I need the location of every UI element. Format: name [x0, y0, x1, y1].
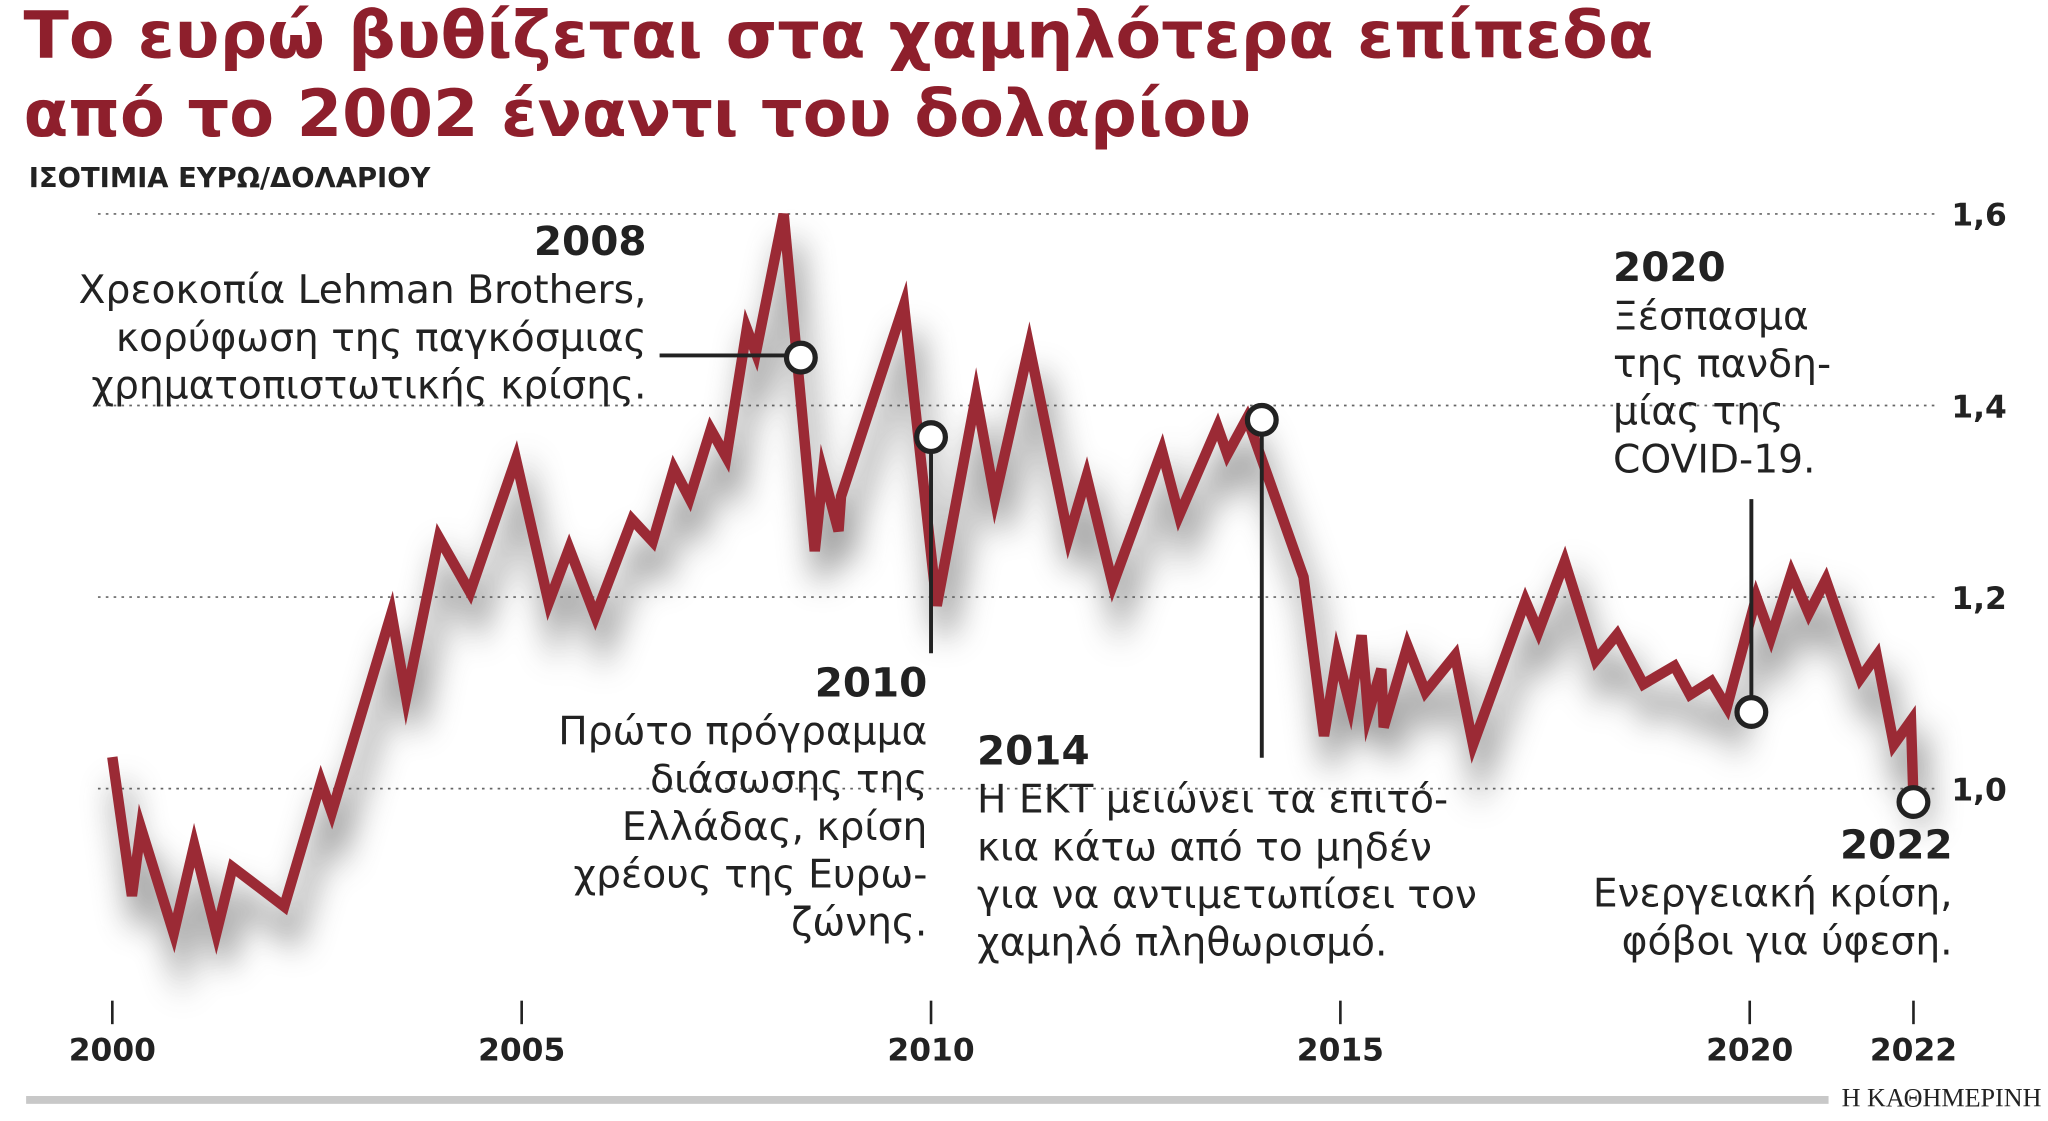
line	[107, 212, 1919, 955]
x-tick-label: 2015	[1297, 1033, 1384, 1069]
annotation-text: φόβοι για ύφεση.	[1622, 919, 1953, 964]
annotation-year: 2010	[815, 658, 928, 706]
x-tick-label: 2020	[1706, 1033, 1793, 1069]
annotation-text: Ενεργειακή κρίση,	[1593, 872, 1953, 917]
annotation-text: Η ΕΚΤ μειώνει τα επιτό-	[977, 778, 1448, 823]
y-tick-label: 1,4	[1951, 389, 2007, 425]
annotation-year: 2022	[1840, 820, 1953, 868]
y-tick-label: 1,2	[1951, 581, 2007, 617]
annotation-marker	[914, 420, 949, 455]
annotation-text: χρέους της Ευρω-	[574, 853, 928, 898]
annotation-text: μίας της	[1613, 390, 1784, 435]
plot	[107, 212, 1919, 955]
annotation-text: διάσωσης της	[650, 757, 927, 802]
chart-title: Το ευρώ βυθίζεται στα χαμηλότερα επίπεδα	[24, 0, 1654, 74]
x-tick-label: 2000	[69, 1033, 156, 1069]
annotation-text: Ξέσπασμα	[1613, 294, 1809, 339]
chart-subtitle: ΙΣΟΤΙΜΙΑ ΕΥΡΩ/ΔΟΛΑΡΙΟΥ	[29, 163, 432, 194]
x-tick-label: 2022	[1870, 1033, 1957, 1069]
y-tick-label: 1,6	[1951, 198, 2007, 234]
x-tick-label: 2005	[478, 1033, 565, 1069]
annotation-text: για να αντιμετωπίσει τον	[977, 873, 1477, 918]
chart-title: από το 2002 έναντι του δολαρίου	[24, 76, 1252, 152]
annotation-text: Ελλάδας, κρίση	[622, 805, 927, 850]
source: Η ΚΑΘΗΜΕΡΙΝΗ	[1842, 1083, 2042, 1112]
annotation-year: 2008	[534, 217, 647, 265]
annotation-marker	[1734, 695, 1769, 729]
y-tick-label: 1,0	[1951, 772, 2007, 808]
annotation-text: της πανδη-	[1613, 342, 1831, 387]
annotation-text: ζώνης.	[791, 900, 927, 945]
annotation-text: κια κάτω από το μηδέν	[977, 825, 1432, 870]
annotation-text: χαμηλό πληθωρισμό.	[977, 921, 1387, 966]
annotation-year: 2014	[977, 726, 1090, 774]
annotation-text: χρηματοπιστωτικής κρίσης.	[91, 364, 646, 409]
annotation-marker	[1896, 785, 1931, 820]
annotation-text: Πρώτο πρόγραμμα	[558, 710, 927, 755]
annotation-marker	[783, 340, 818, 375]
x-tick-label: 2010	[887, 1033, 974, 1069]
annotation-year: 2020	[1613, 243, 1726, 291]
annotation-text: κορύφωση της παγκόσμιας	[116, 316, 647, 361]
footer-bar	[26, 1096, 1829, 1104]
annotation-marker	[1244, 402, 1279, 437]
axes: 1,0 1,2 1,4 1,6 2000 2005 2010 2015 2020 2022	[69, 198, 2007, 1069]
annotation-text: Χρεοκοπία Lehman Brothers,	[79, 268, 647, 313]
annotation-text: COVID-19.	[1613, 437, 1815, 482]
